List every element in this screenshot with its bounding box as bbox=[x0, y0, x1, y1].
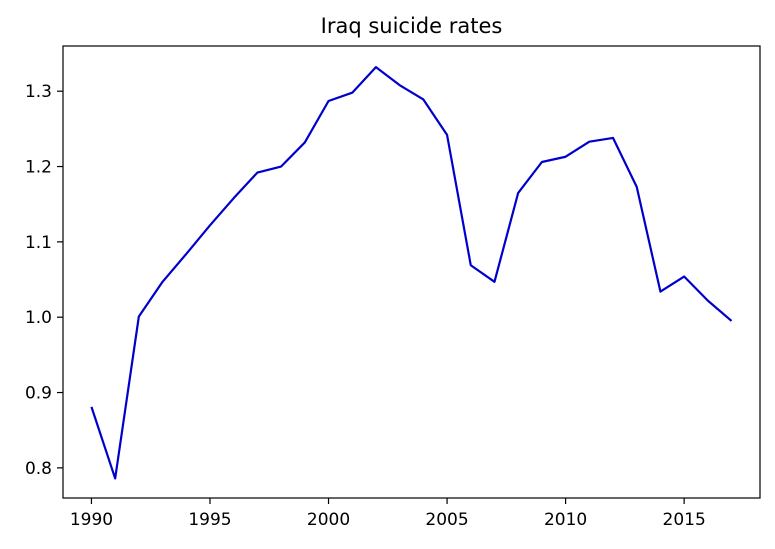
plot-frame bbox=[62, 45, 761, 499]
y-tick-label: 1.3 bbox=[25, 82, 52, 102]
y-tick-label: 1.0 bbox=[25, 308, 52, 328]
chart-title: Iraq suicide rates bbox=[321, 14, 503, 38]
x-tick-label: 1995 bbox=[188, 510, 231, 530]
x-tick-label: 1990 bbox=[70, 510, 113, 530]
x-tick-label: 2000 bbox=[307, 510, 350, 530]
x-tick-label: 2010 bbox=[544, 510, 587, 530]
y-tick-label: 0.9 bbox=[25, 384, 52, 404]
y-tick-label: 1.1 bbox=[25, 233, 52, 253]
plot-area bbox=[90, 65, 733, 480]
x-tick-label: 2015 bbox=[663, 510, 706, 530]
y-tick-label: 0.8 bbox=[25, 459, 52, 479]
series-line-0 bbox=[90, 65, 733, 480]
x-tick-label: 2005 bbox=[425, 510, 468, 530]
y-axis: 0.8 0.9 1.0 1.1 1.2 1.3 bbox=[25, 82, 63, 479]
x-axis: 1990 1995 2000 2005 2010 2015 bbox=[70, 498, 706, 530]
y-tick-label: 1.2 bbox=[25, 158, 52, 178]
